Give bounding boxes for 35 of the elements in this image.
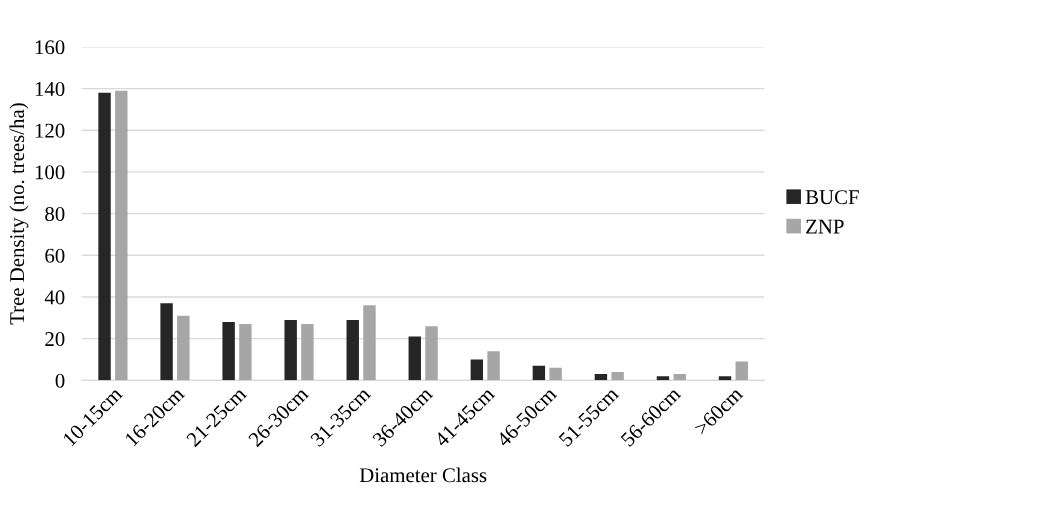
- y-tick-label: 160: [35, 40, 65, 55]
- bar: [673, 374, 686, 381]
- y-tick-label: 0: [55, 373, 65, 388]
- bar: [549, 367, 562, 381]
- bar: [425, 326, 438, 381]
- bar: [408, 336, 421, 381]
- y-tick-label: 120: [35, 123, 65, 138]
- legend-label: ZNP: [806, 219, 844, 234]
- y-tick-label: 60: [45, 248, 65, 263]
- bar: [239, 324, 252, 381]
- bar: [177, 315, 190, 381]
- y-tick-label: 80: [45, 206, 65, 222]
- y-axis-title: Tree Density (no. trees/ha): [9, 103, 29, 325]
- bar: [487, 351, 500, 381]
- y-tick-label: 140: [35, 81, 65, 96]
- bar: [301, 324, 314, 381]
- bar: [594, 374, 608, 381]
- bar: [611, 371, 624, 381]
- y-tick-label: 40: [44, 290, 65, 305]
- bar: [363, 305, 376, 381]
- y-tick-label: 100: [35, 165, 65, 180]
- bar: [656, 376, 670, 381]
- bar: [115, 90, 128, 381]
- bar: [346, 319, 359, 381]
- y-tick-label: 20: [45, 332, 65, 347]
- bar: [160, 303, 173, 381]
- x-axis-title: Diameter Class: [359, 467, 487, 483]
- bar: [98, 92, 111, 381]
- legend-label: BUCF: [805, 190, 859, 205]
- bar: [470, 359, 484, 381]
- bar: [284, 319, 297, 381]
- bar: [222, 321, 235, 381]
- bar: [718, 376, 732, 381]
- bar: [532, 365, 546, 381]
- bar: [735, 361, 748, 381]
